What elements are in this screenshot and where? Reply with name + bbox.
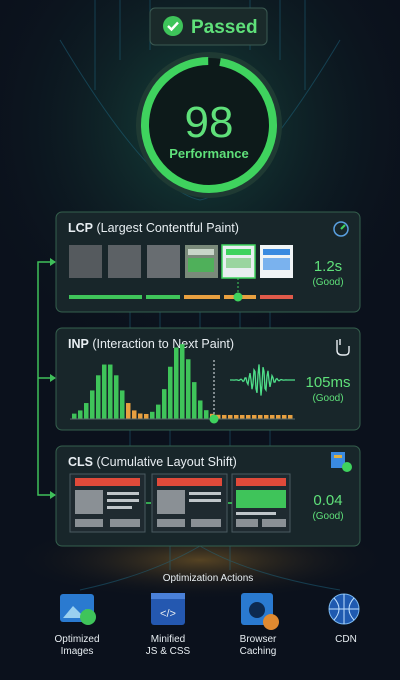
badge-text: Passed xyxy=(191,17,258,38)
histogram-bar xyxy=(264,415,269,419)
histogram-bar xyxy=(252,415,257,419)
card-title: LCP (Largest Contentful Paint) xyxy=(68,221,239,235)
histogram-bar xyxy=(186,359,191,419)
histogram-bar xyxy=(270,415,275,419)
marker xyxy=(209,414,219,424)
action-label: Optimized xyxy=(54,634,99,645)
image-icon xyxy=(60,594,96,625)
histogram-bar xyxy=(228,414,233,419)
waveform xyxy=(230,364,295,396)
card xyxy=(55,327,361,431)
metric-name: (Interaction to Next Paint) xyxy=(92,337,234,351)
action-label: Images xyxy=(61,646,94,657)
action-label: JS & CSS xyxy=(146,646,191,657)
gauge-track xyxy=(136,52,282,198)
histogram-bar xyxy=(162,389,167,419)
check-icon xyxy=(163,16,183,36)
layout-icon xyxy=(331,452,352,472)
histogram-bar xyxy=(84,403,89,419)
score: 98 xyxy=(185,98,234,147)
layout-frames xyxy=(69,473,291,533)
metric-status: (Good) xyxy=(312,393,343,404)
histogram-bar xyxy=(138,413,143,419)
histogram-bar xyxy=(180,344,185,419)
score-label: Performance xyxy=(169,146,248,161)
action-label: Minified xyxy=(151,634,185,645)
histogram-bar xyxy=(282,415,287,419)
metric-abbr: CLS xyxy=(68,455,93,469)
card-title: CLS (Cumulative Layout Shift) xyxy=(68,455,237,469)
metric-name: (Largest Contentful Paint) xyxy=(96,221,238,235)
histogram-bar xyxy=(288,415,293,419)
histogram-bar xyxy=(174,347,179,419)
histogram-bar xyxy=(144,413,149,419)
histogram-bar xyxy=(216,414,221,419)
action-label: Browser xyxy=(240,634,277,645)
histogram-bar xyxy=(126,403,131,419)
metric-name: (Cumulative Layout Shift) xyxy=(96,455,236,469)
check-mark xyxy=(167,21,179,32)
tap-icon xyxy=(336,339,350,356)
histogram-bar xyxy=(78,410,83,419)
code-icon: </> xyxy=(151,593,185,625)
badge xyxy=(149,7,268,46)
histogram-bar xyxy=(246,415,251,419)
histogram-bar xyxy=(114,375,119,419)
timer-icon xyxy=(333,221,349,237)
histogram-bar xyxy=(150,411,155,419)
histogram-bar xyxy=(234,414,239,419)
histogram-bar xyxy=(90,390,95,419)
metric-abbr: LCP xyxy=(68,221,93,235)
cache-icon xyxy=(241,593,279,630)
metric-status: (Good) xyxy=(312,511,343,522)
metric-value: 105ms xyxy=(305,374,350,391)
marker xyxy=(233,292,243,302)
gauge-ring xyxy=(141,57,277,193)
timer-hand xyxy=(340,224,346,230)
filmstrip xyxy=(69,244,293,279)
histogram-bar xyxy=(258,415,263,419)
histogram-bar xyxy=(156,404,161,419)
histogram-bar xyxy=(240,415,245,419)
card-title: INP (Interaction to Next Paint) xyxy=(68,337,234,351)
histogram-bar xyxy=(132,410,137,419)
metric-value: 0.04 xyxy=(313,492,342,509)
histogram-bar xyxy=(102,364,107,419)
action-label: CDN xyxy=(335,634,357,645)
actions-title: Optimization Actions xyxy=(163,573,254,584)
metric-abbr: INP xyxy=(68,337,89,351)
metric-value: 1.2s xyxy=(314,258,342,275)
histogram xyxy=(72,344,293,419)
action-label: Caching xyxy=(240,646,277,657)
histogram-bar xyxy=(72,413,77,419)
histogram-bar xyxy=(120,390,125,419)
arrows xyxy=(50,258,56,499)
histogram-bar xyxy=(96,375,101,419)
histogram-bar xyxy=(198,400,203,419)
histogram-bar xyxy=(222,414,227,419)
histogram-bar xyxy=(108,364,113,419)
metric-status: (Good) xyxy=(312,277,343,288)
histogram-bar xyxy=(204,410,209,419)
code-glyph: </> xyxy=(160,608,176,620)
histogram-bar xyxy=(168,366,173,419)
histogram-bar xyxy=(192,382,197,419)
histogram-bar xyxy=(276,415,281,419)
cdn-icon xyxy=(328,593,360,625)
